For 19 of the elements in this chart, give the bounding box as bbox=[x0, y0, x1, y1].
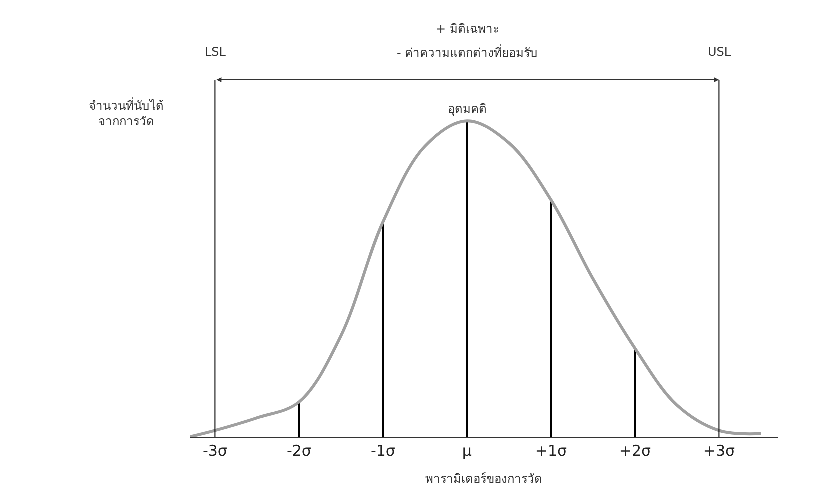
bar bbox=[550, 200, 552, 437]
bar bbox=[634, 349, 636, 437]
bar bbox=[298, 402, 300, 437]
y-axis-title: จำนวนที่นับได้ จากการวัด bbox=[89, 97, 164, 129]
text: + มิติเฉพาะ bbox=[436, 22, 499, 36]
ref-line-label: LSL bbox=[205, 45, 226, 59]
bar bbox=[466, 121, 468, 437]
x-tick-label: -3σ bbox=[202, 442, 228, 460]
text: - ค่าความแตกต่างที่ยอมรับ bbox=[397, 44, 538, 60]
bar bbox=[382, 222, 384, 437]
annotation: อุดมคติ bbox=[448, 102, 487, 117]
x-tick-label: μ bbox=[462, 442, 472, 460]
x-tick-label: +3σ bbox=[703, 442, 736, 460]
x-tick-label: +1σ bbox=[535, 442, 568, 460]
x-tick-label: -2σ bbox=[286, 442, 312, 460]
x-axis-title: พารามิเตอร์ของการวัด bbox=[426, 472, 542, 486]
x-tick-label: +2σ bbox=[619, 442, 652, 460]
x-tick-label: -1σ bbox=[370, 442, 396, 460]
ref-line-label: USL bbox=[708, 45, 732, 59]
